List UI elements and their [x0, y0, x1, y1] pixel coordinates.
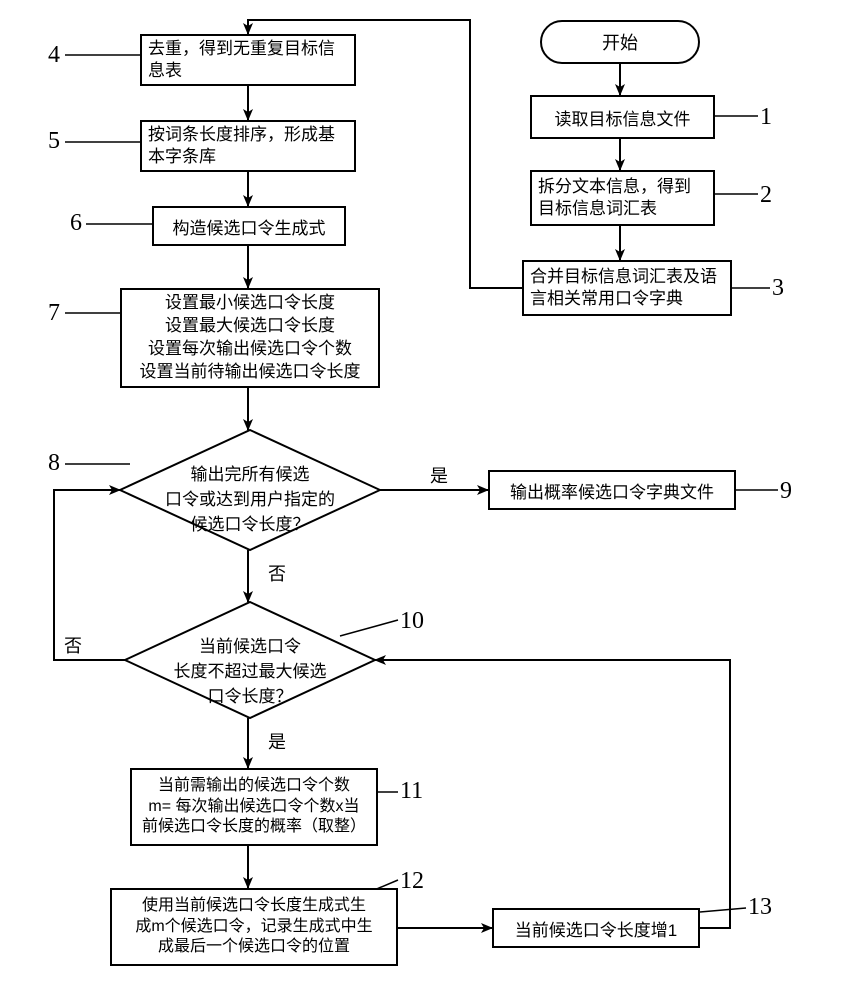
decision-output-done: 输出完所有候选 口令或达到用户指定的 候选口令长度？	[140, 460, 360, 535]
label-8: 8	[48, 450, 60, 477]
label-2: 2	[760, 182, 772, 209]
process-len-plus1: 当前候选口令长度增1	[492, 908, 700, 948]
n11-line0: 当前需输出的候选口令个数	[158, 777, 350, 794]
label-13: 13	[748, 894, 772, 921]
process-construct-gen-text: 构造候选口令生成式	[173, 214, 326, 239]
process-set-params-text: 设置最小候选口令长度 设置最大候选口令长度 设置每次输出候选口令个数 设置当前待…	[140, 292, 361, 384]
d8-no-label: 否	[268, 560, 286, 586]
n7-line3: 设置当前待输出候选口令长度	[140, 362, 361, 381]
process-dedup: 去重，得到无重复目标信息表	[140, 34, 356, 86]
n11-line2: 前候选口令长度的概率（取整）	[142, 818, 366, 835]
n12-line2: 成最后一个候选口令的位置	[158, 938, 350, 955]
n7-line2: 设置每次输出候选口令个数	[148, 339, 352, 358]
d10-no-label: 否	[64, 632, 82, 658]
d8-line2: 候选口令长度？	[191, 515, 310, 534]
d10-line1: 长度不超过最大候选	[174, 662, 327, 681]
process-construct-gen: 构造候选口令生成式	[152, 206, 346, 246]
process-output-dict-text: 输出概率候选口令字典文件	[510, 478, 714, 503]
n11-line1: m= 每次输出候选口令个数x当	[148, 798, 359, 815]
label-11: 11	[400, 778, 423, 805]
process-set-params: 设置最小候选口令长度 设置最大候选口令长度 设置每次输出候选口令个数 设置当前待…	[120, 288, 380, 388]
label-10: 10	[400, 608, 424, 635]
d8-yes-label: 是	[430, 462, 448, 488]
process-split-text-text: 拆分文本信息，得到目标信息词汇表	[538, 176, 707, 220]
label-1: 1	[760, 104, 772, 131]
process-gen-m-text: 使用当前候选口令长度生成式生 成m个候选口令，记录生成式中生 成最后一个候选口令…	[135, 896, 372, 958]
process-sort: 按词条长度排序，形成基本字条库	[140, 120, 356, 172]
n12-line1: 成m个候选口令，记录生成式中生	[135, 918, 372, 935]
label-4: 4	[48, 42, 60, 69]
flow-start: 开始	[540, 20, 700, 64]
process-sort-text: 按词条长度排序，形成基本字条库	[148, 124, 348, 168]
process-read-file-text: 读取目标信息文件	[555, 105, 691, 130]
d8-line0: 输出完所有候选	[191, 465, 310, 484]
d8-line1: 口令或达到用户指定的	[165, 490, 335, 509]
process-m-count: 当前需输出的候选口令个数 m= 每次输出候选口令个数x当 前候选口令长度的概率（…	[130, 768, 378, 846]
label-6: 6	[70, 210, 82, 237]
label-3: 3	[772, 275, 784, 302]
process-output-dict: 输出概率候选口令字典文件	[488, 470, 736, 510]
n12-line0: 使用当前候选口令长度生成式生	[142, 897, 366, 914]
d10-line0: 当前候选口令	[199, 637, 301, 656]
process-gen-m: 使用当前候选口令长度生成式生 成m个候选口令，记录生成式中生 成最后一个候选口令…	[110, 888, 398, 966]
d10-yes-label: 是	[268, 728, 286, 754]
d10-line2: 口令长度？	[208, 687, 293, 706]
process-dedup-text: 去重，得到无重复目标信息表	[148, 38, 348, 82]
process-merge-dict: 合并目标信息词汇表及语言相关常用口令字典	[522, 260, 732, 316]
label-12: 12	[400, 868, 424, 895]
label-7: 7	[48, 300, 60, 327]
process-len-plus1-text: 当前候选口令长度增1	[515, 916, 677, 941]
flow-start-label: 开始	[602, 29, 638, 55]
n7-line1: 设置最大候选口令长度	[165, 316, 335, 335]
process-merge-dict-text: 合并目标信息词汇表及语言相关常用口令字典	[530, 266, 724, 310]
process-read-file: 读取目标信息文件	[530, 95, 715, 139]
label-9: 9	[780, 478, 792, 505]
decision-len-check: 当前候选口令 长度不超过最大候选 口令长度？	[150, 632, 350, 707]
process-m-count-text: 当前需输出的候选口令个数 m= 每次输出候选口令个数x当 前候选口令长度的概率（…	[142, 776, 366, 838]
process-split-text: 拆分文本信息，得到目标信息词汇表	[530, 170, 715, 226]
n7-line0: 设置最小候选口令长度	[165, 293, 335, 312]
label-5: 5	[48, 128, 60, 155]
